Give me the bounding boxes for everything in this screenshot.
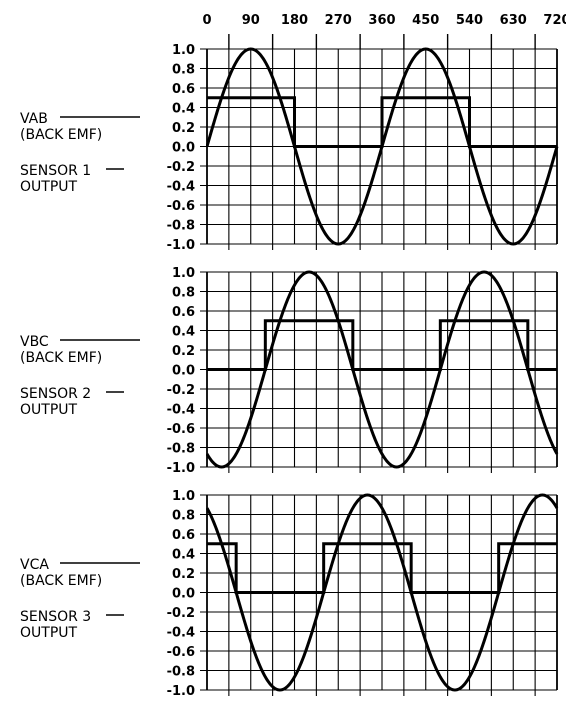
y-tick-label: 0.6 [172, 528, 195, 543]
emf-label-sub: (BACK EMF) [20, 127, 102, 143]
y-tick-label: 0.4 [172, 102, 195, 117]
emf-label: VAB [20, 111, 48, 127]
sensor-output-wave [207, 319, 557, 371]
y-tick-label: 0.0 [172, 587, 195, 602]
y-tick-label: -0.8 [167, 219, 195, 234]
sensor-label: SENSOR 1 [20, 163, 91, 179]
y-tick-label: 1.0 [172, 489, 195, 504]
x-tick-label: 90 [242, 13, 260, 28]
emf-label: VCA [20, 557, 49, 573]
y-tick-label: -0.6 [167, 422, 195, 437]
sensor-label-sub: OUTPUT [20, 402, 78, 418]
x-tick-label: 540 [456, 13, 483, 28]
y-tick-label: -0.4 [167, 626, 195, 641]
y-tick-label: -0.4 [167, 403, 195, 418]
y-tick-label: -0.2 [167, 160, 195, 175]
panel-3: 1.0 0.8 0.6 0.4 0.2 0.0 -0.2 -0.4 -0.6 -0.8 -1.0 VC… [20, 489, 559, 699]
panel-2: 1.0 0.8 0.6 0.4 0.2 0.0 -0.2 -0.4 -0.6 -0.8 -1.0 VB… [20, 266, 559, 476]
emf-label: VBC [20, 334, 49, 350]
sensor-output-wave [207, 542, 557, 594]
y-tick-label: 0.4 [172, 548, 195, 563]
x-tick-label: 180 [281, 13, 308, 28]
y-tick-label: -1.0 [167, 461, 195, 476]
y-tick-label: 0.0 [172, 141, 195, 156]
x-tick-label: 720 [543, 13, 566, 28]
y-tick-label: -0.2 [167, 383, 195, 398]
y-tick-label: -0.8 [167, 665, 195, 680]
y-tick-label: 0.0 [172, 364, 195, 379]
y-tick-label: -0.4 [167, 180, 195, 195]
y-tick-label: -0.2 [167, 606, 195, 621]
panels: 1.0 0.8 0.6 0.4 0.2 0.0 -0.2 -0.4 -0.6 -0.8 -1.0 VA… [20, 43, 559, 699]
x-tick-label: 270 [325, 13, 352, 28]
emf-label-sub: (BACK EMF) [20, 350, 102, 366]
y-tick-label: 0.8 [172, 286, 195, 301]
y-tick-label: -0.6 [167, 645, 195, 660]
y-tick-label: 0.6 [172, 82, 195, 97]
sensor-label-sub: OUTPUT [20, 179, 78, 195]
x-tick-label: 630 [500, 13, 527, 28]
y-tick-label: 0.4 [172, 325, 195, 340]
sensor-label-sub: OUTPUT [20, 625, 78, 641]
emf-label-sub: (BACK EMF) [20, 573, 102, 589]
sensor-output-wave [207, 96, 557, 148]
x-tick-label: 360 [368, 13, 395, 28]
y-tick-label: 0.2 [172, 567, 195, 582]
y-tick-label: 0.8 [172, 509, 195, 524]
sensor-label: SENSOR 3 [20, 609, 91, 625]
top-degree-axis: 0 90 180 270 360 450 540 630 720 [202, 13, 566, 49]
panel-1: 1.0 0.8 0.6 0.4 0.2 0.0 -0.2 -0.4 -0.6 -0.8 -1.0 VA… [20, 43, 559, 253]
y-tick-label: -0.6 [167, 199, 195, 214]
y-tick-label: -1.0 [167, 684, 195, 699]
y-tick-label: 0.6 [172, 305, 195, 320]
y-tick-label: -1.0 [167, 238, 195, 253]
x-tick-label: 0 [202, 13, 211, 28]
y-tick-label: 1.0 [172, 43, 195, 58]
y-tick-label: 1.0 [172, 266, 195, 281]
y-tick-label: 0.8 [172, 63, 195, 78]
y-tick-label: 0.2 [172, 344, 195, 359]
sensor-label: SENSOR 2 [20, 386, 91, 402]
y-tick-label: -0.8 [167, 442, 195, 457]
x-tick-label: 450 [412, 13, 439, 28]
y-tick-label: 0.2 [172, 121, 195, 136]
